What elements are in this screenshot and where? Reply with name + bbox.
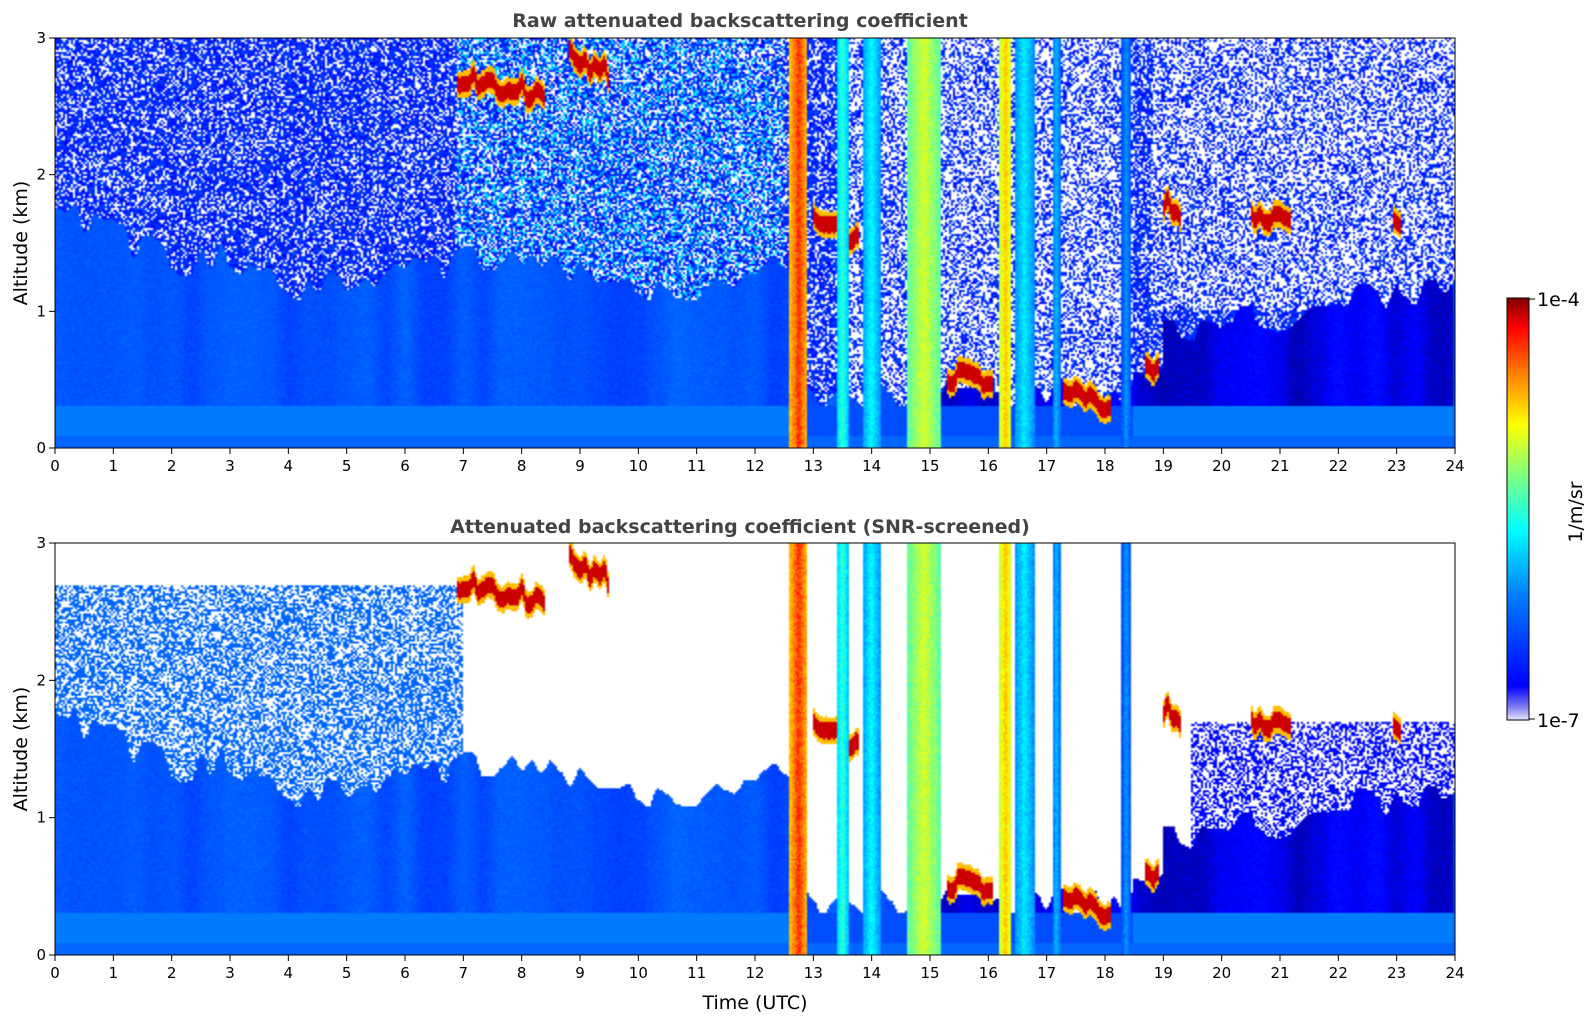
- panel-raw-xtick-label: 24: [1445, 457, 1464, 475]
- panel-screened-xtick-label: 10: [629, 964, 648, 982]
- panel-screened-xtick-label: 11: [687, 964, 706, 982]
- panel-raw-xtick-label: 3: [225, 457, 235, 475]
- panel-raw-xtick-label: 15: [920, 457, 939, 475]
- panel-raw-xtick-label: 17: [1037, 457, 1056, 475]
- panel-raw-ytick-label: 0: [36, 439, 46, 457]
- colorbar: 1e-4 1e-7 1/m/sr: [1506, 289, 1587, 732]
- panel-screened-xtick-label: 13: [804, 964, 823, 982]
- panel-raw-xtick-label: 14: [862, 457, 881, 475]
- panel-screened-xtick-label: 20: [1212, 964, 1231, 982]
- panel-raw-xtick-label: 9: [575, 457, 585, 475]
- panel-raw-xtick-label: 22: [1329, 457, 1348, 475]
- panel-screened-xtick-label: 6: [400, 964, 410, 982]
- panel-screened-xtick-label: 4: [284, 964, 294, 982]
- colorbar-max-label: 1e-4: [1537, 289, 1580, 311]
- panel-screened-xtick-label: 15: [920, 964, 939, 982]
- panel-screened-xtick-label: 17: [1037, 964, 1056, 982]
- panel-raw-xtick-label: 6: [400, 457, 410, 475]
- panel-screened-xtick-label: 8: [517, 964, 527, 982]
- panel-raw-xtick-label: 1: [109, 457, 119, 475]
- panel-screened-xlabel: Time (UTC): [701, 992, 807, 1014]
- panel-raw-xtick-label: 18: [1095, 457, 1114, 475]
- panel-screened-ylabel: Altitude (km): [10, 687, 32, 812]
- panel-raw-heatmap-image: [55, 38, 1455, 448]
- panel-screened-heatmap: [55, 543, 1455, 955]
- panel-screened-xtick-label: 23: [1387, 964, 1406, 982]
- panel-raw-ytick-label: 3: [36, 29, 46, 47]
- panel-screened-xtick-label: 0: [50, 964, 60, 982]
- panel-raw-ytick-label: 2: [36, 166, 46, 184]
- panel-screened-xtick-label: 3: [225, 964, 235, 982]
- panel-raw-xtick-label: 13: [804, 457, 823, 475]
- panel-screened-xtick-label: 18: [1095, 964, 1114, 982]
- panel-raw-xtick-label: 20: [1212, 457, 1231, 475]
- panel-screened-xtick-label: 24: [1445, 964, 1464, 982]
- panel-raw-xtick-label: 16: [979, 457, 998, 475]
- panel-raw-xtick-label: 2: [167, 457, 177, 475]
- colorbar-min-label: 1e-7: [1537, 710, 1580, 732]
- panel-screened-ytick-label: 2: [36, 671, 46, 689]
- colorbar-gradient: [1506, 297, 1530, 721]
- panel-screened-xtick-label: 1: [109, 964, 119, 982]
- panel-screened-xtick-label: 12: [745, 964, 764, 982]
- panel-raw-title: Raw attenuated backscattering coefficien…: [512, 10, 968, 32]
- panel-screened-xtick-label: 16: [979, 964, 998, 982]
- panel-screened-xtick-label: 9: [575, 964, 585, 982]
- panel-raw: Raw attenuated backscattering coefficien…: [10, 10, 1465, 475]
- panel-raw-xtick-label: 8: [517, 457, 527, 475]
- panel-raw-axes: 0 1 2 3 4 5 6 7 8 9 10 11 12 13 14 15 16 17 18 19 20 21 22 23 24…: [36, 29, 1464, 475]
- panel-screened-xtick-label: 22: [1329, 964, 1348, 982]
- panel-screened-axes: 0 1 2 3 4 5 6 7 8 9 10 11 12 13 14 15 16 17 18 19 20 21 22 23 24…: [36, 534, 1464, 982]
- panel-screened-xtick-label: 2: [167, 964, 177, 982]
- panel-raw-xtick-label: 21: [1270, 457, 1289, 475]
- panel-raw-xtick-label: 12: [745, 457, 764, 475]
- panel-screened-xtick-label: 14: [862, 964, 881, 982]
- panel-raw-ytick-label: 1: [36, 302, 46, 320]
- panel-raw-xtick-label: 0: [50, 457, 60, 475]
- panel-screened-ytick-label: 0: [36, 946, 46, 964]
- panel-raw-xtick-label: 11: [687, 457, 706, 475]
- panel-screened-xtick-label: 19: [1154, 964, 1173, 982]
- panel-raw-xtick-label: 5: [342, 457, 352, 475]
- panel-raw-xtick-label: 4: [284, 457, 294, 475]
- panel-raw-xtick-label: 10: [629, 457, 648, 475]
- panel-raw-xtick-label: 19: [1154, 457, 1173, 475]
- colorbar-unit-label: 1/m/sr: [1565, 481, 1587, 542]
- panel-screened: Attenuated backscattering coefficient (S…: [10, 516, 1465, 1014]
- panel-screened-xtick-label: 21: [1270, 964, 1289, 982]
- panel-screened-heatmap-image: [55, 543, 1455, 955]
- panel-raw-xtick-label: 23: [1387, 457, 1406, 475]
- panel-screened-ytick-label: 3: [36, 534, 46, 552]
- panel-screened-title: Attenuated backscattering coefficient (S…: [450, 516, 1030, 538]
- panel-raw-ylabel: Altitude (km): [10, 181, 32, 306]
- panel-raw-xtick-label: 7: [459, 457, 469, 475]
- panel-screened-xtick-label: 5: [342, 964, 352, 982]
- panel-screened-xtick-label: 7: [459, 964, 469, 982]
- panel-screened-ytick-label: 1: [36, 809, 46, 827]
- panel-raw-heatmap: [55, 38, 1455, 448]
